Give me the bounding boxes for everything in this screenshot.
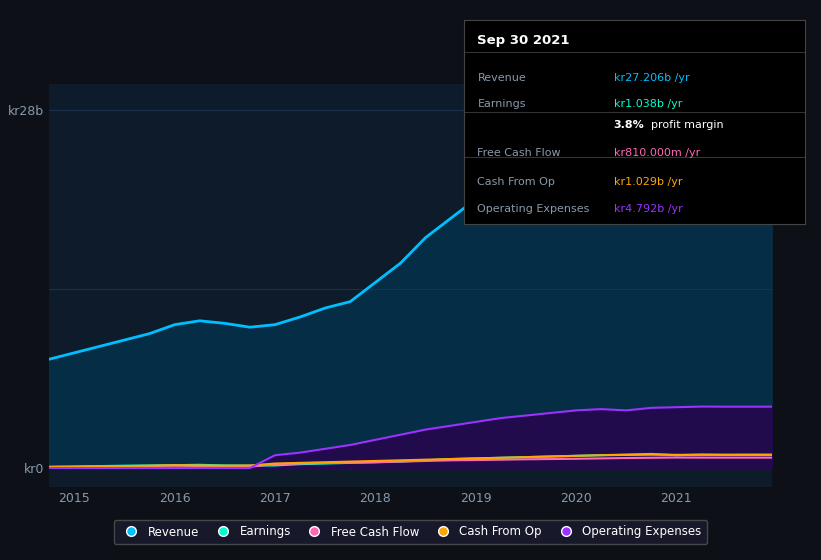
- Text: profit margin: profit margin: [651, 120, 724, 130]
- Text: Free Cash Flow: Free Cash Flow: [478, 148, 561, 158]
- Legend: Revenue, Earnings, Free Cash Flow, Cash From Op, Operating Expenses: Revenue, Earnings, Free Cash Flow, Cash …: [114, 520, 707, 544]
- Text: 3.8%: 3.8%: [614, 120, 644, 130]
- Text: kr27.206b /yr: kr27.206b /yr: [614, 73, 690, 83]
- Text: Sep 30 2021: Sep 30 2021: [478, 34, 570, 47]
- Text: Operating Expenses: Operating Expenses: [478, 204, 589, 213]
- Text: kr810.000m /yr: kr810.000m /yr: [614, 148, 700, 158]
- Text: kr4.792b /yr: kr4.792b /yr: [614, 204, 682, 213]
- Text: Revenue: Revenue: [478, 73, 526, 83]
- Text: Cash From Op: Cash From Op: [478, 177, 555, 187]
- Text: Earnings: Earnings: [478, 99, 526, 109]
- Text: kr1.038b /yr: kr1.038b /yr: [614, 99, 682, 109]
- Text: kr1.029b /yr: kr1.029b /yr: [614, 177, 682, 187]
